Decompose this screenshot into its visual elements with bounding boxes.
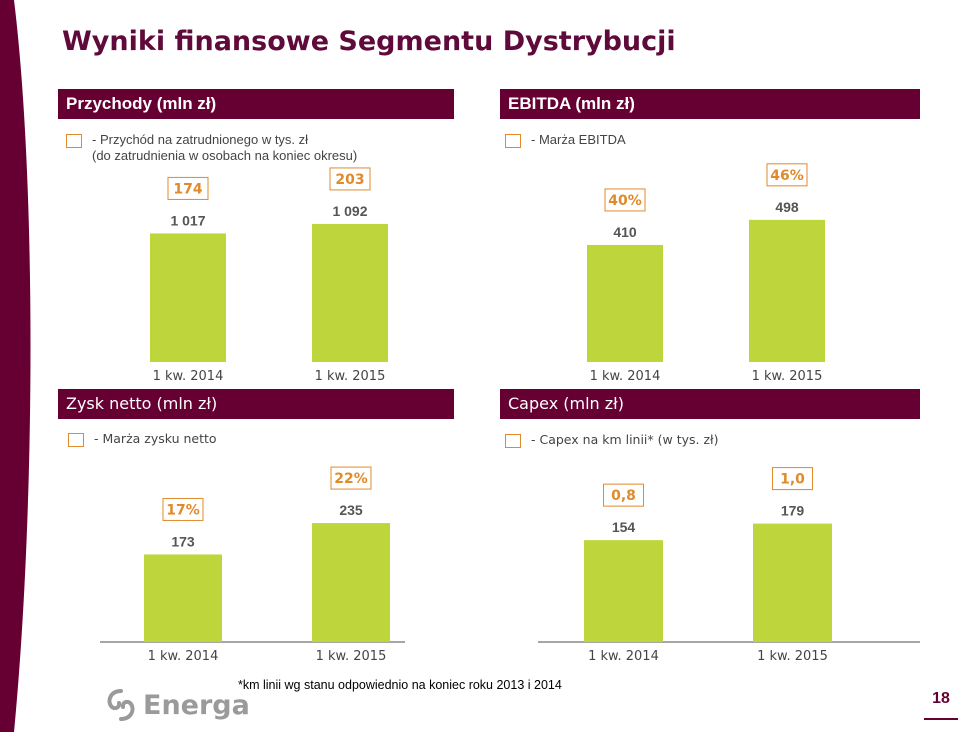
footnote: *km linii wg stanu odpowiednio na koniec… (238, 678, 562, 692)
legend-line-1: - Marża zysku netto (94, 431, 217, 446)
legend-line-2: (do zatrudnienia w osobach na koniec okr… (92, 148, 358, 163)
energa-swirl-icon (107, 689, 135, 721)
legend-line-1: - Przychód na zatrudnionego w tys. zł (92, 132, 309, 147)
header-revenue: Przychody (mln zł) (58, 89, 454, 119)
value-label: 154 (612, 519, 636, 535)
legend-net-profit: - Marża zysku netto (68, 431, 217, 447)
bar (312, 523, 390, 642)
bar (312, 223, 388, 362)
secondary-label-box (167, 176, 209, 200)
header-net-profit: Zysk netto (mln zł) (58, 389, 454, 419)
legend-marker (68, 433, 84, 447)
chart-svg: 410 40% 1 kw. 2014 498 46% 1 kw. 2015 (587, 163, 825, 384)
value-label: 235 (339, 502, 363, 518)
category-label: 1 kw. 2015 (316, 649, 387, 664)
legend-line-1: - Marża EBITDA (531, 132, 626, 147)
value-label: 498 (775, 199, 799, 215)
secondary-label: 40% (608, 193, 642, 209)
header-capex: Capex (mln zł) (500, 389, 920, 419)
value-label: 179 (781, 503, 805, 519)
bar (144, 554, 222, 642)
secondary-label: 1,0 (780, 472, 805, 488)
category-label: 1 kw. 2015 (752, 369, 823, 384)
secondary-label: 0,8 (611, 488, 636, 504)
secondary-label-box (329, 167, 371, 191)
bar (749, 219, 825, 362)
secondary-label-box (766, 163, 808, 187)
chart-svg: 173 17% 1 kw. 2014 235 22% 1 kw. 2015 (100, 466, 405, 664)
legend-revenue: - Przychód na zatrudnionego w tys. zł (d… (66, 132, 357, 164)
page-title: Wyniki finansowe Segmentu Dystrybucji (62, 26, 676, 57)
bar (587, 244, 663, 362)
value-label: 1 017 (170, 212, 205, 228)
energa-logo: Energa (105, 688, 250, 722)
value-label: 1 092 (332, 203, 367, 219)
secondary-label-box (772, 467, 813, 491)
secondary-label: 174 (173, 181, 202, 197)
decorative-curve (0, 0, 31, 732)
legend-line-1: - Capex na km linii* (w tys. zł) (531, 432, 719, 447)
chart-revenue: 1 017 174 1 kw. 2014 1 092 203 1 kw. 2015 (95, 165, 455, 390)
secondary-label: 203 (335, 172, 364, 188)
category-label: 1 kw. 2014 (153, 369, 224, 384)
value-label: 173 (171, 533, 195, 549)
category-label: 1 kw. 2015 (757, 649, 828, 664)
legend-marker (66, 134, 82, 148)
chart-svg: 1 017 174 1 kw. 2014 1 092 203 1 kw. 2015 (150, 167, 388, 384)
bar (150, 233, 226, 362)
category-label: 1 kw. 2014 (148, 649, 219, 664)
chart-ebitda: 410 40% 1 kw. 2014 498 46% 1 kw. 2015 (535, 163, 920, 390)
secondary-label: 22% (334, 471, 368, 487)
category-label: 1 kw. 2015 (315, 369, 386, 384)
page-number: 18 (924, 688, 958, 720)
secondary-label-box (162, 497, 204, 521)
chart-svg: 154 0,8 1 kw. 2014 179 1,0 1 kw. 2015 (538, 467, 920, 664)
secondary-label: 46% (770, 168, 804, 184)
secondary-label: 17% (166, 502, 200, 518)
legend-marker (505, 134, 521, 148)
chart-net-profit: 173 17% 1 kw. 2014 235 22% 1 kw. 2015 (90, 455, 455, 675)
bar (753, 523, 832, 642)
category-label: 1 kw. 2014 (588, 649, 659, 664)
header-ebitda: EBITDA (mln zł) (500, 89, 920, 119)
category-label: 1 kw. 2014 (590, 369, 661, 384)
bar (584, 540, 663, 642)
chart-capex: 154 0,8 1 kw. 2014 179 1,0 1 kw. 2015 (538, 450, 920, 675)
secondary-label-box (603, 483, 644, 507)
secondary-label-box (604, 188, 646, 212)
legend-marker (505, 434, 521, 448)
secondary-label-box (330, 466, 372, 490)
logo-text: Energa (143, 689, 250, 721)
legend-capex: - Capex na km linii* (w tys. zł) (505, 432, 718, 448)
value-label: 410 (613, 224, 637, 240)
legend-ebitda: - Marża EBITDA (505, 132, 626, 148)
